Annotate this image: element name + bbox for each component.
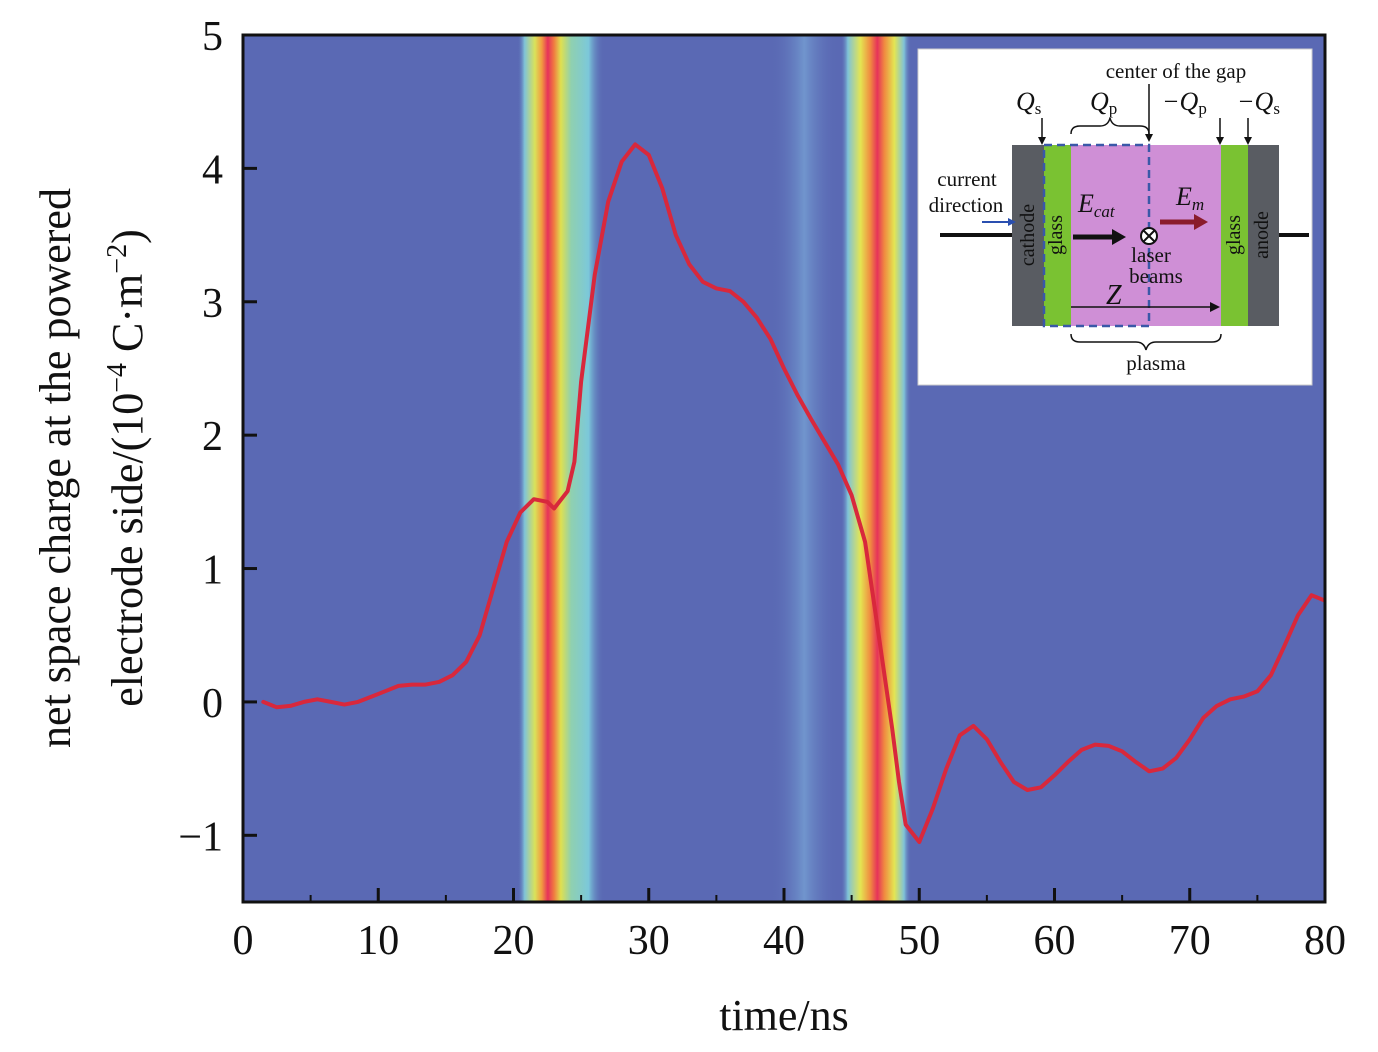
glass-right (1221, 145, 1248, 326)
x-tick-label: 80 (1304, 918, 1346, 964)
inset-diagram: center of the gap current direction cath… (917, 48, 1313, 386)
x-axis: 0 10 20 30 40 50 60 70 80 (233, 888, 1346, 964)
neg-qp-label: −Qp (1162, 87, 1207, 118)
current-arrow-head (1008, 218, 1016, 226)
qs-arrow-head (1038, 137, 1046, 145)
x-tick-label: 60 (1034, 918, 1076, 964)
y-axis: −1 0 1 2 3 4 5 (178, 14, 257, 860)
x-tick-label: 0 (233, 918, 254, 964)
z-label: Z (1106, 280, 1122, 311)
x-tick-label: 30 (628, 918, 670, 964)
neg-qp-arrow-head (1216, 137, 1224, 145)
glass-left (1044, 145, 1071, 326)
glass-left-label: glass (1045, 215, 1067, 255)
x-tick-label: 20 (493, 918, 535, 964)
ecat-label: Ecat (1077, 189, 1116, 221)
y-tick-label: 0 (202, 681, 223, 727)
ecat-arrow-head (1112, 229, 1126, 245)
x-tick-label: 40 (763, 918, 805, 964)
current-label-2: direction (929, 193, 1004, 217)
anode (1248, 145, 1279, 326)
discharge-band-1 (517, 35, 605, 902)
qp-label: Qp (1090, 87, 1117, 118)
em-arrow-head (1194, 214, 1208, 230)
plasma-brace (1070, 333, 1222, 351)
faint-band (770, 35, 839, 902)
y-tick-label: −1 (178, 814, 223, 860)
discharge-band-2 (840, 35, 912, 902)
cathode (1012, 145, 1044, 326)
laser-label-1: laser (1131, 243, 1171, 267)
y-tick-label: 3 (202, 281, 223, 327)
y-tick-label: 1 (202, 548, 223, 594)
qs-label: Qs (1016, 87, 1041, 118)
plasma-label: plasma (1126, 351, 1186, 375)
neg-qs-arrow-head (1244, 137, 1252, 145)
x-tick-label: 10 (357, 918, 399, 964)
center-of-gap-label: center of the gap (1106, 59, 1247, 83)
qp-brace (1070, 117, 1150, 135)
y-axis-title: net space charge at the powered electrod… (31, 188, 152, 748)
center-arrow-head (1145, 134, 1153, 142)
y-tick-label: 5 (202, 14, 223, 60)
y-axis-label-line1: net space charge at the powered (31, 188, 80, 748)
anode-label: anode (1251, 211, 1273, 259)
z-arrow-head (1210, 302, 1220, 312)
y-axis-label-line2: electrode side/(10−4 C·m−2) (102, 229, 152, 706)
em-label: Em (1175, 182, 1204, 214)
neg-qs-label: −Qs (1237, 87, 1280, 118)
x-tick-label: 70 (1169, 918, 1211, 964)
current-label-1: current (937, 167, 997, 191)
x-axis-label: time/ns (719, 991, 849, 1040)
y-tick-label: 2 (202, 414, 223, 460)
laser-cross-2 (1142, 229, 1156, 243)
cathode-label: cathode (1017, 204, 1039, 266)
y-tick-label: 4 (202, 147, 223, 193)
series-line-net-space-charge (261, 142, 1325, 844)
laser-label-2: beams (1129, 264, 1183, 288)
x-tick-label: 50 (898, 918, 940, 964)
glass-right-label: glass (1223, 215, 1245, 255)
